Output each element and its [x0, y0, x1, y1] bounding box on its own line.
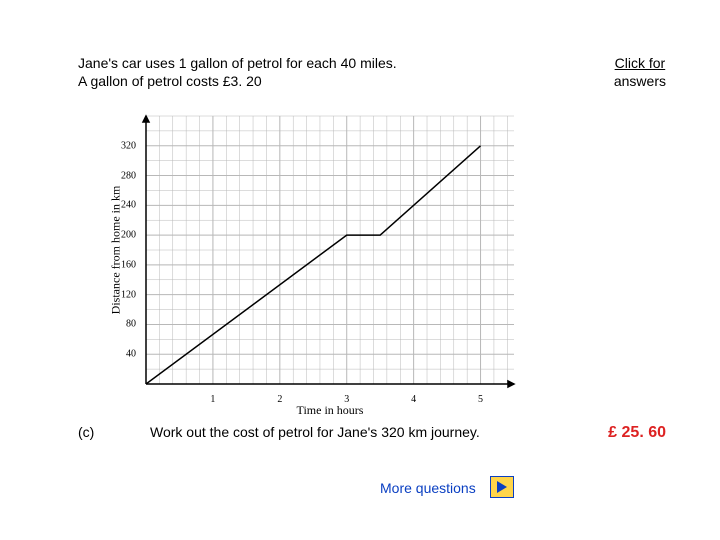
chart-xtick: 2	[277, 394, 282, 405]
answers-link-line1: Click for	[615, 55, 666, 71]
answer-value: £ 25. 60	[608, 424, 666, 442]
chart-ytick: 120	[121, 289, 136, 300]
chart-ytick: 40	[126, 349, 136, 360]
chart-ytick: 280	[121, 170, 136, 181]
chart-ytick: 80	[126, 319, 136, 330]
chart-ytick: 200	[121, 230, 136, 241]
more-questions-label: More questions	[380, 480, 476, 496]
more-questions-link[interactable]: More questions	[380, 480, 476, 496]
question-part-label: (c)	[78, 424, 94, 440]
problem-line-1: Jane's car uses 1 gallon of petrol for e…	[78, 55, 397, 71]
chart-ytick: 160	[121, 259, 136, 270]
question-text: Work out the cost of petrol for Jane's 3…	[150, 424, 480, 440]
chart-ytick: 240	[121, 200, 136, 211]
click-for-answers-link[interactable]: Click for answers	[614, 54, 666, 90]
chart-xtick: 1	[210, 394, 215, 405]
chart-xtick: 4	[411, 394, 416, 405]
chart-xtick: 5	[478, 394, 483, 405]
more-questions-icon[interactable]	[490, 476, 514, 498]
chart-x-axis-label: Time in hours	[297, 403, 364, 418]
answers-link-line2: answers	[614, 73, 666, 89]
problem-line-2: A gallon of petrol costs £3. 20	[78, 73, 262, 89]
problem-statement: Jane's car uses 1 gallon of petrol for e…	[78, 54, 397, 90]
chart-svg	[140, 110, 520, 390]
chart-xtick: 3	[344, 394, 349, 405]
chart-ytick: 320	[121, 140, 136, 151]
distance-time-chart: Distance from home in km Time in hours 4…	[140, 110, 520, 390]
